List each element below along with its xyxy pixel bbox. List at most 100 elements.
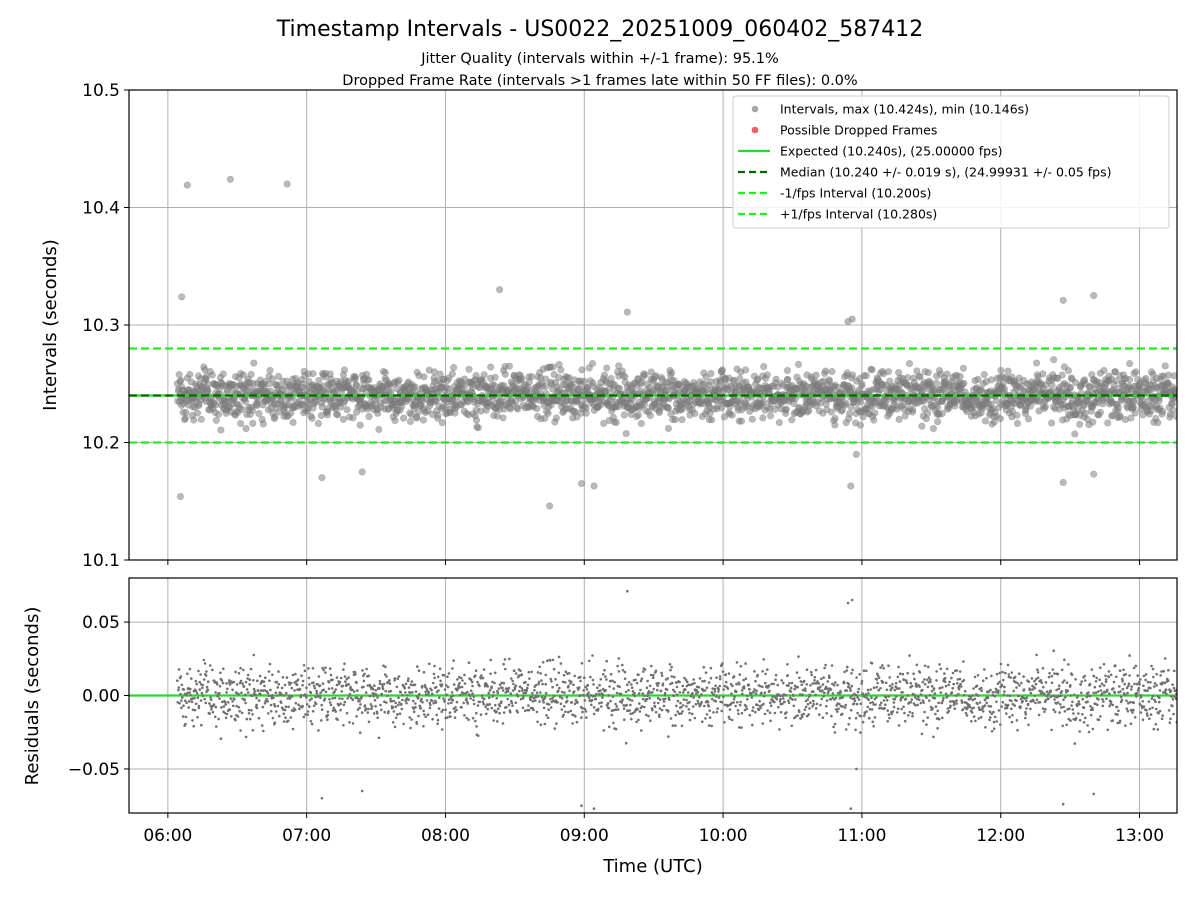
residual-point	[427, 690, 430, 694]
interval-point	[1116, 412, 1124, 420]
residual-point	[887, 695, 891, 698]
residual-point	[194, 689, 198, 693]
residual-point	[343, 675, 347, 678]
residual-point	[407, 686, 411, 689]
residual-point	[445, 693, 448, 696]
interval-point	[828, 367, 836, 376]
residual-point	[1092, 674, 1096, 678]
residual-point	[865, 710, 868, 713]
residual-point	[914, 696, 917, 699]
residual-point	[590, 698, 594, 702]
residual-point	[888, 684, 892, 688]
residual-point	[419, 707, 423, 710]
residual-point	[854, 728, 857, 732]
residual-point	[1006, 703, 1010, 707]
interval-point	[518, 375, 526, 383]
residual-point	[469, 678, 473, 682]
residual-point	[599, 689, 602, 692]
residual-point	[607, 694, 610, 697]
residual-point	[202, 658, 206, 662]
residual-point	[1041, 667, 1045, 670]
interval-point	[825, 377, 834, 385]
residual-point	[551, 685, 554, 689]
residual-point	[590, 703, 593, 707]
residual-point	[970, 720, 973, 723]
residual-point	[1059, 703, 1062, 706]
legend-entry-label: Expected (10.240s), (25.00000 fps)	[780, 144, 1002, 159]
residual-point	[913, 693, 916, 697]
residual-point	[546, 659, 549, 663]
residual-point	[767, 684, 771, 687]
interval-point	[821, 367, 830, 375]
residual-point	[331, 678, 334, 681]
residual-point	[649, 719, 652, 722]
residual-point	[962, 679, 966, 682]
residual-point	[1003, 685, 1006, 689]
residual-point	[507, 686, 511, 690]
residual-point	[1101, 704, 1105, 708]
residual-point	[179, 692, 182, 696]
residual-point	[1071, 700, 1074, 704]
residual-point	[592, 706, 596, 709]
residual-point	[268, 679, 271, 682]
residual-point	[1115, 705, 1119, 709]
residual-point	[803, 708, 807, 711]
residual-point	[1132, 666, 1136, 670]
residual-point	[681, 704, 685, 707]
residual-point	[733, 695, 736, 698]
residual-point	[391, 706, 395, 709]
residual-point	[487, 696, 491, 699]
residual-point	[498, 711, 501, 715]
interval-point	[1076, 420, 1084, 428]
residual-point	[1015, 686, 1018, 689]
residual-point	[1058, 684, 1061, 688]
residual-point	[441, 708, 445, 712]
residual-point	[954, 694, 958, 697]
residual-point	[571, 722, 574, 725]
residual-point	[661, 684, 665, 687]
residual-point	[540, 696, 544, 699]
residual-point	[447, 698, 451, 701]
residual-point	[613, 680, 616, 684]
residual-point	[470, 680, 474, 684]
residual-point	[401, 698, 404, 702]
residual-point	[305, 696, 308, 699]
residual-point	[465, 697, 468, 700]
residual-point	[245, 688, 249, 691]
residual-point	[1107, 670, 1111, 673]
residual-point	[319, 696, 322, 699]
residual-point	[296, 678, 300, 681]
residual-point	[761, 722, 765, 725]
residual-point	[1015, 699, 1018, 702]
residual-point	[290, 695, 294, 698]
residual-point	[730, 692, 733, 695]
residual-point	[883, 706, 886, 710]
residual-point	[223, 711, 227, 715]
residual-point	[973, 697, 977, 701]
residual-point	[723, 684, 727, 688]
residual-point	[929, 680, 932, 684]
legend-box	[732, 95, 1170, 229]
residual-point	[1111, 703, 1115, 707]
residual-point	[549, 706, 553, 709]
residual-point	[309, 720, 313, 723]
residual-point	[710, 691, 714, 694]
residual-point	[760, 691, 763, 695]
residual-point	[724, 673, 727, 676]
residual-point	[208, 702, 211, 705]
residual-point	[1031, 688, 1034, 691]
residual-point	[1099, 666, 1102, 669]
residual-point	[806, 702, 810, 706]
interval-point	[748, 415, 756, 423]
residual-point	[882, 667, 885, 670]
residual-point	[674, 713, 677, 717]
residual-point	[807, 713, 810, 716]
residual-point	[562, 673, 566, 677]
residual-point	[621, 663, 624, 667]
interval-point	[183, 181, 191, 189]
interval-point	[623, 308, 631, 316]
residual-point	[298, 687, 302, 691]
residual-point	[1063, 658, 1066, 661]
interval-point	[533, 405, 541, 413]
residual-point	[291, 673, 295, 677]
